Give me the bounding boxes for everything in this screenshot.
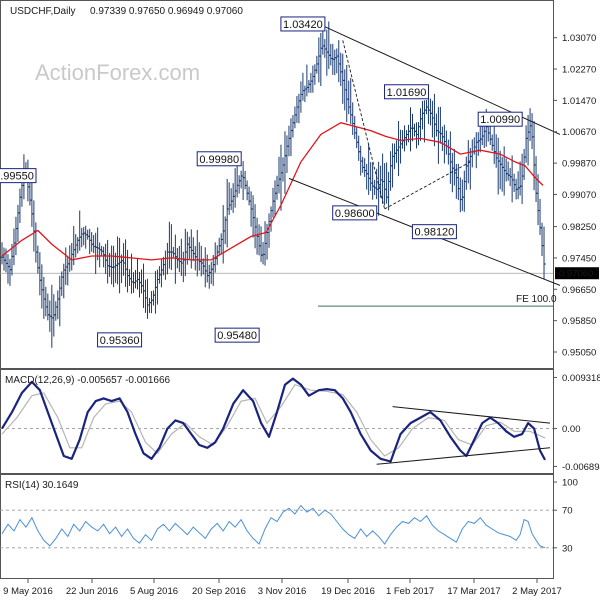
macd-panel-frame — [0, 369, 554, 474]
price-label-box — [214, 327, 260, 343]
price-label-box — [411, 224, 457, 240]
price-label-box — [0, 168, 37, 184]
macd-y-tick-label: -0.006894 — [562, 462, 600, 473]
price-label: 1.00990 — [477, 111, 523, 127]
price-y-tick-label: 1.01470 — [562, 96, 596, 107]
x-tick-label: 17 Mar 2017 — [447, 586, 500, 597]
price-dashed-line-2 — [384, 161, 471, 210]
price-label: 0.99550 — [0, 168, 37, 184]
macd-y-tick-label: 0.00 — [562, 424, 581, 435]
price-y-tick-label: 1.03070 — [562, 33, 596, 44]
price-label-text: 0.99550 — [0, 171, 34, 183]
macd-trendline-2 — [376, 447, 551, 465]
price-y-tick-label: 1.00670 — [562, 127, 596, 138]
price-y-tick-label: 0.96650 — [562, 285, 596, 296]
price-label-text: 0.99980 — [199, 154, 239, 166]
price-label-box — [384, 84, 430, 100]
current-price-label: 0.97060 — [559, 269, 593, 280]
price-label-text: 1.03420 — [283, 19, 323, 31]
price-label-text: 0.98120 — [415, 227, 455, 239]
price-label-text: 0.95360 — [100, 335, 140, 347]
price-y-tick-label: 0.95050 — [562, 348, 596, 359]
x-tick-label: 9 May 2016 — [3, 586, 53, 597]
price-label-box — [332, 205, 378, 221]
x-axis: 9 May 2016 22 Jun 2016 5 Aug 2016 20 Sep 20… — [3, 579, 562, 597]
fe-label: FE 100.0 — [516, 294, 557, 305]
price-label: 0.98600 — [332, 205, 378, 221]
macd-plot — [0, 377, 553, 465]
price-y-tick-label: 0.97450 — [562, 253, 596, 264]
current-price-marker — [555, 267, 599, 280]
price-y-tick-label: 0.95850 — [562, 316, 596, 327]
price-plot: FE 100.0 0.99550 1.03420 0.99980 1.01690 1.00… — [0, 16, 561, 348]
x-tick-label: 1 Feb 2017 — [386, 586, 434, 597]
rsi-line — [1, 504, 546, 549]
rsi-y-tick-label: 30 — [562, 543, 573, 554]
watermark: ActionForex.com — [35, 60, 200, 85]
price-label-text: 1.01690 — [387, 87, 427, 99]
x-tick-label: 20 Sep 2016 — [192, 586, 246, 597]
x-tick-label: 2 May 2017 — [512, 586, 562, 597]
rsi-title: RSI(14) 30.1649 — [5, 480, 79, 491]
rsi-y-tick-label: 100 — [562, 478, 578, 489]
rsi-panel-frame — [0, 474, 554, 579]
price-panel-frame — [0, 0, 554, 369]
price-header-ohlc: 0.97339 0.97650 0.96949 0.97060 — [90, 6, 243, 17]
macd-y-tick-label: 0.009318 — [562, 373, 600, 384]
price-label-text: 1.00990 — [480, 114, 520, 126]
price-label-box — [97, 332, 143, 348]
rsi-y-axis: 100 70 30 — [553, 478, 578, 554]
price-y-tick-label: 0.98250 — [562, 222, 596, 233]
macd-signal-line — [1, 383, 546, 457]
price-label-box — [280, 16, 326, 32]
price-label-text: 0.95480 — [217, 330, 257, 342]
price-label: 0.98120 — [411, 224, 457, 240]
price-dashed-line-1 — [342, 40, 386, 210]
price-header-symbol: USDCHF,Daily — [10, 6, 76, 17]
price-label-box — [477, 111, 523, 127]
rsi-plot — [0, 504, 553, 549]
rsi-y-tick-label: 70 — [562, 506, 573, 517]
price-label: 0.95360 — [97, 332, 143, 348]
price-y-tick-label: 1.02270 — [562, 65, 596, 76]
price-y-tick-label: 0.99070 — [562, 190, 596, 201]
macd-title: MACD(12,26,9) -0.005657 -0.001666 — [5, 375, 171, 386]
price-label: 1.01690 — [384, 84, 430, 100]
x-tick-label: 19 Dec 2016 — [321, 586, 375, 597]
price-label: 1.03420 — [280, 16, 326, 32]
price-label-text: 0.98600 — [335, 208, 375, 220]
moving-average-line — [1, 122, 544, 261]
macd-y-axis: 0.009318 0.00 -0.006894 — [553, 373, 600, 473]
price-y-tick-label: 0.99870 — [562, 159, 596, 170]
price-y-axis: 1.03070 1.02270 1.01470 1.00670 0.99870 0.990… — [553, 33, 599, 359]
macd-trendline-1 — [392, 406, 551, 424]
macd-line — [1, 377, 546, 463]
price-label-box — [196, 151, 242, 167]
x-tick-label: 3 Nov 2016 — [258, 586, 307, 597]
price-label: 0.95480 — [214, 327, 260, 343]
x-tick-label: 5 Aug 2016 — [130, 586, 178, 597]
price-label: 0.99980 — [196, 151, 242, 167]
x-tick-label: 22 Jun 2016 — [66, 586, 118, 597]
